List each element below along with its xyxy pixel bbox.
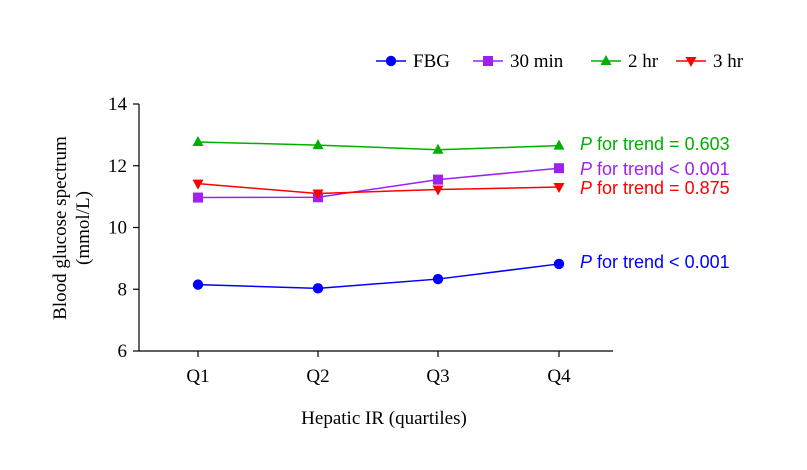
x-axis-title: Hepatic IR (quartiles) [301,408,467,429]
x-tick-label: Q1 [186,366,209,387]
series-line-2-hr [197,141,560,151]
series-markers [192,135,565,294]
x-tick-label: Q2 [306,366,329,387]
trend-annotation-3-hr: P for trend = 0.875 [580,178,730,198]
data-point-fbg [312,283,324,294]
data-point-30-min [433,174,443,185]
series-lines [197,141,560,290]
data-point-2-hr [553,139,565,150]
data-point-30-min [554,163,564,174]
trend-annotation-30-min: P for trend < 0.001 [580,159,730,179]
data-point-2-hr [312,139,324,150]
trend-annotation-fbg: P for trend < 0.001 [580,252,730,272]
data-point-3-hr [312,189,324,200]
legend-label: 3 hr [713,51,744,72]
x-tick-label: Q3 [426,366,449,387]
y-tick-label: 14 [108,94,128,115]
axis-ticks: 6 8 10 12 14 Q1 Q2 Q3 Q4 [108,94,571,387]
series-line-30-min [197,167,560,199]
y-axis-title: Blood glucose spectrum (mmol/L) [50,136,94,320]
y-tick-label: 6 [118,341,128,362]
y-tick-label: 10 [108,218,127,239]
legend-label: 2 hr [628,51,659,72]
data-point-30-min [193,192,203,203]
y-axis-title-line: Blood glucose spectrum [50,136,71,320]
x-tick-label: Q4 [547,366,571,387]
legend: FBG 30 min 2 hr 3 hr [376,51,744,72]
legend-marker [385,55,397,67]
series-line-3-hr [197,182,560,195]
data-point-fbg [192,279,204,290]
legend-marker [483,56,493,66]
legend-label: 30 min [510,51,564,72]
legend-item-30-min: 30 min [473,51,564,72]
trend-annotation-2-hr: P for trend = 0.603 [580,134,730,154]
data-point-3-hr [553,183,565,194]
data-point-2-hr [432,143,444,154]
y-tick-label: 12 [108,156,127,177]
legend-item-2-hr: 2 hr [591,51,659,72]
data-point-fbg [432,273,444,285]
y-axis-title-line: (mmol/L) [73,191,94,265]
y-tick-label: 8 [118,279,128,300]
data-point-fbg [553,258,565,270]
data-point-2-hr [192,135,204,146]
series-line-fbg [197,263,560,290]
legend-marker [685,57,697,67]
legend-marker [600,55,612,65]
legend-item-fbg: FBG [376,51,450,72]
legend-item-3-hr: 3 hr [676,51,744,72]
axes [138,104,613,352]
data-point-3-hr [432,185,444,196]
legend-label: FBG [413,51,450,72]
data-point-3-hr [192,179,204,190]
